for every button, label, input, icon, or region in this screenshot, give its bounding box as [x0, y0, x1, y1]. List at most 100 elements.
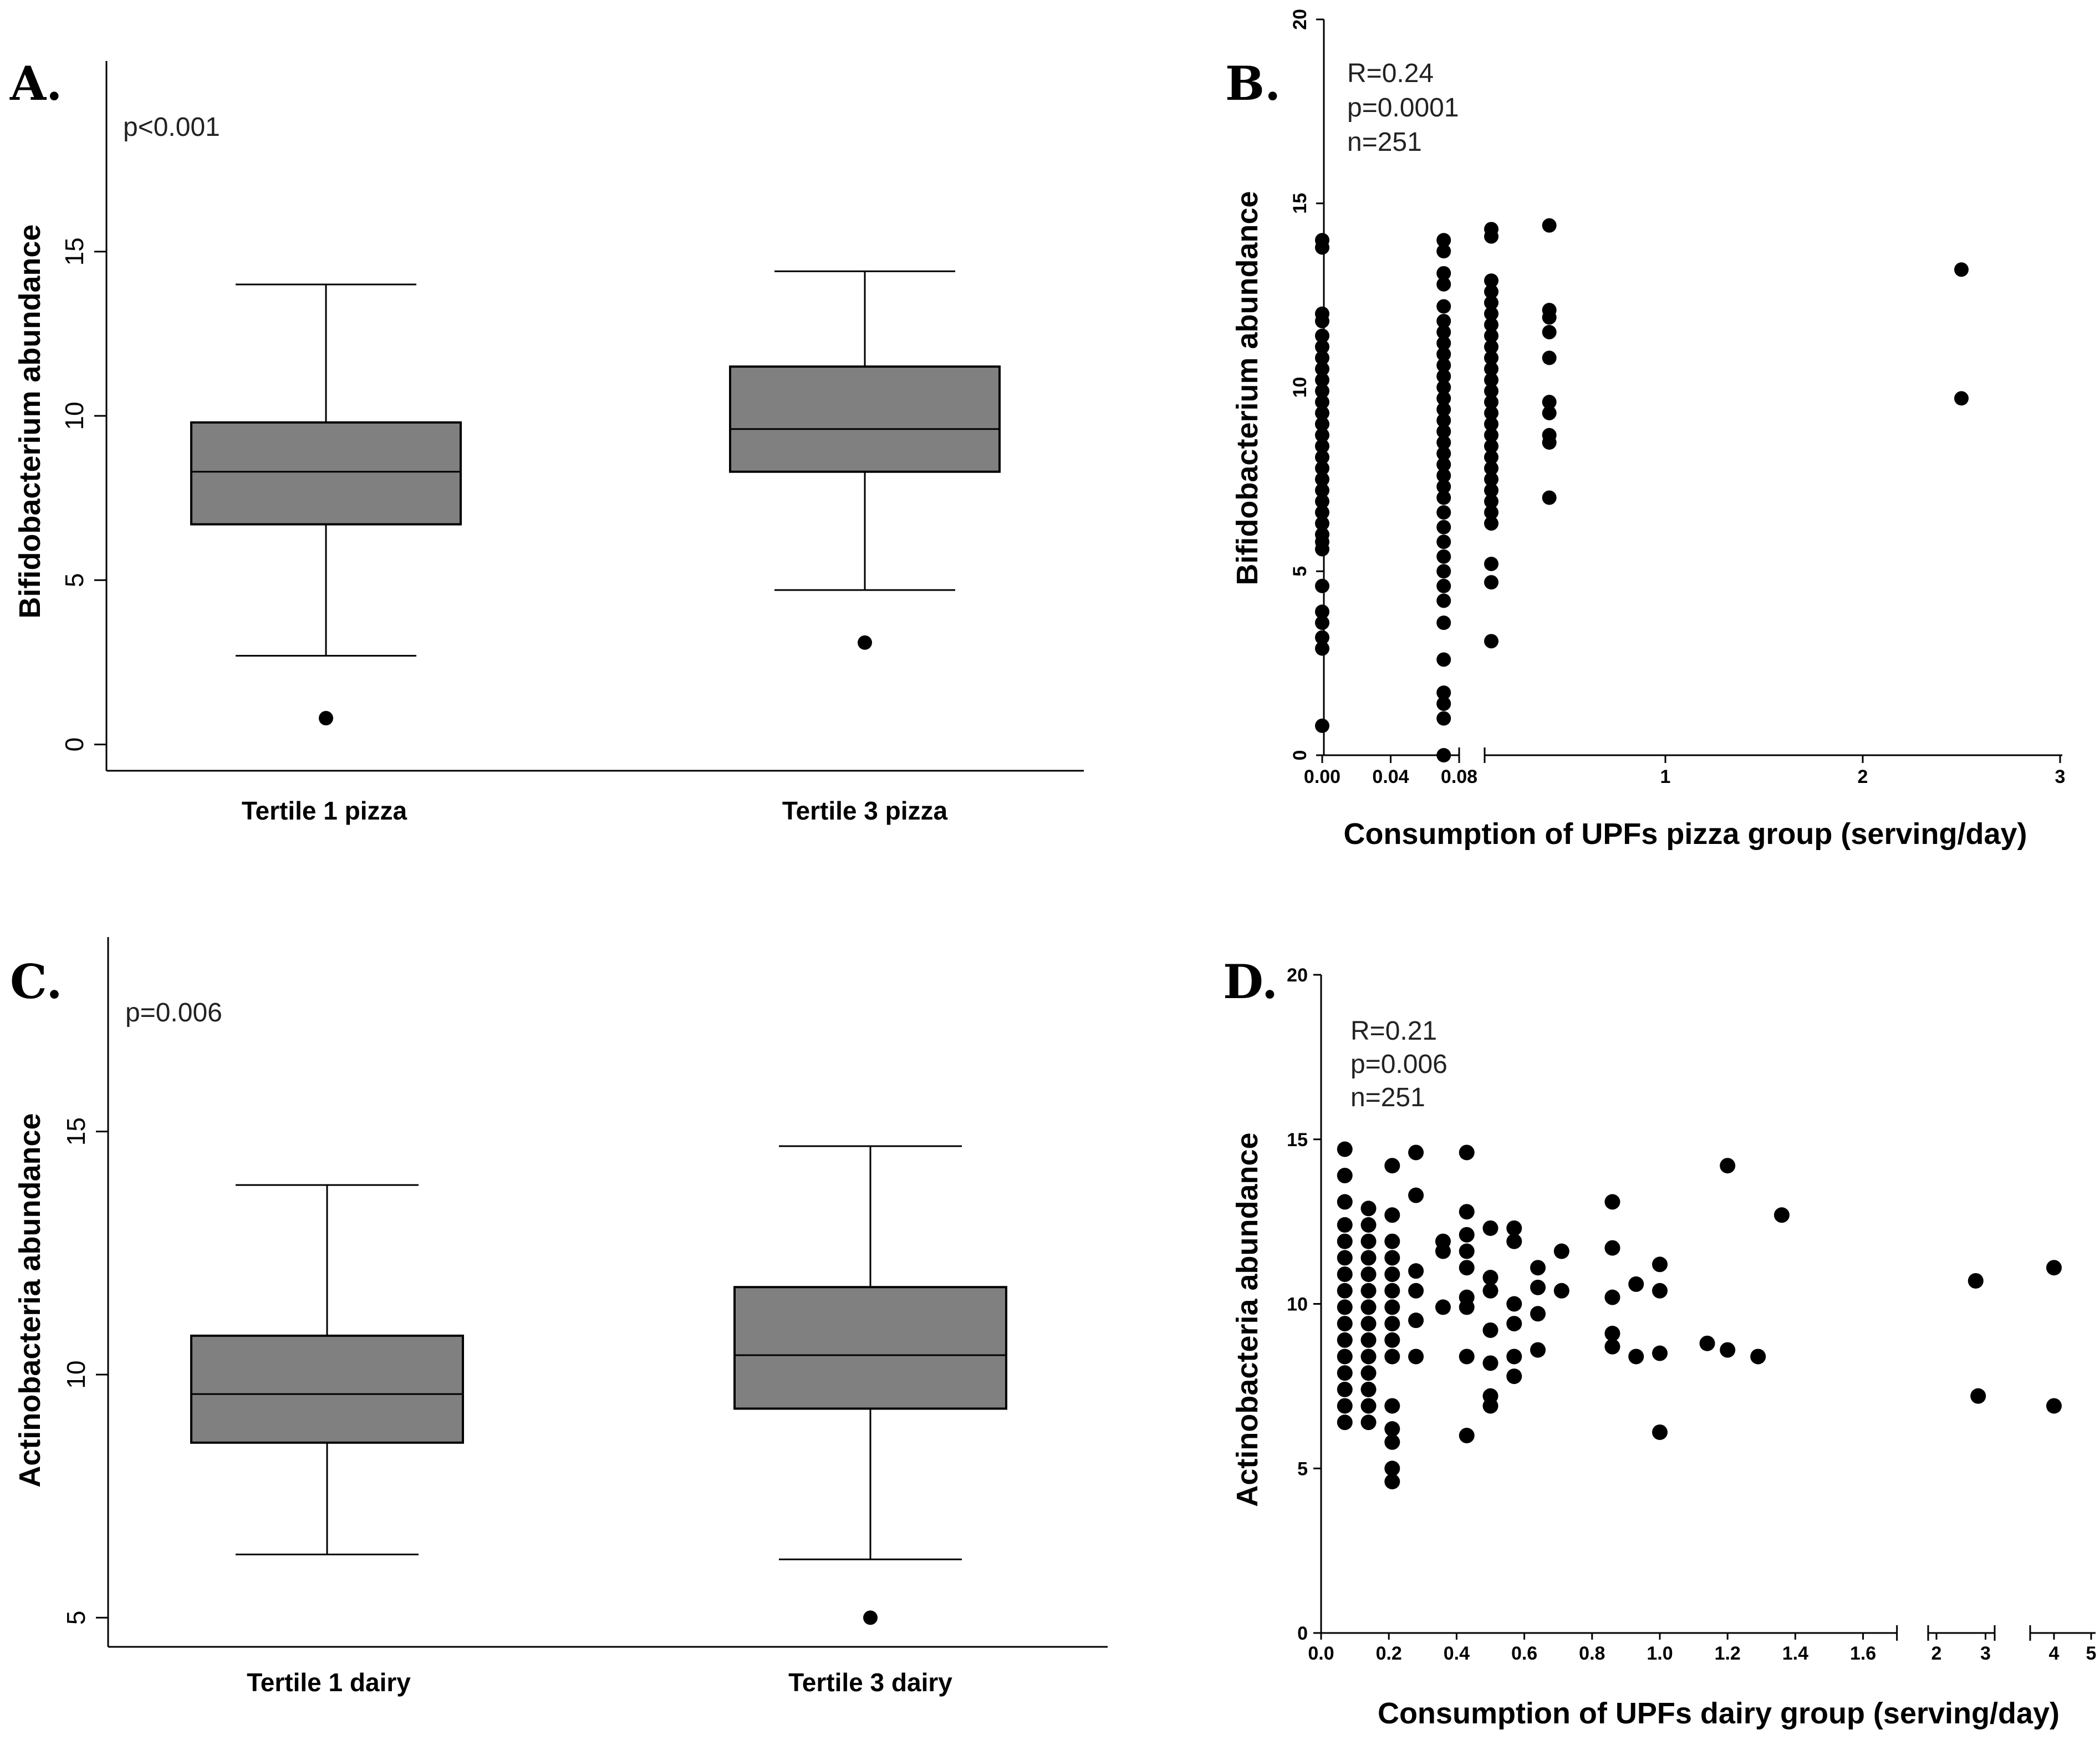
panel-d-x-tick-label: 2 [1931, 1643, 1942, 1664]
panel-a-y-tick-label: 5 [60, 573, 89, 587]
panel-a-y-tick-label: 0 [60, 737, 89, 752]
panel-d-point [1435, 1243, 1451, 1259]
panel-d-point [1482, 1283, 1498, 1299]
panel-b-point [1315, 718, 1329, 733]
panel-b-point [1436, 314, 1451, 329]
panel-c-y-tick-label: 10 [62, 1360, 90, 1388]
panel-b-letter: B. [1225, 56, 1281, 111]
panel-d-point [1408, 1144, 1424, 1161]
panel-b-point [1315, 641, 1329, 656]
panel-b-x-tick-label: 0.08 [1441, 766, 1477, 787]
panel-b-point [1436, 564, 1451, 579]
panel-d-letter: D. [1223, 954, 1278, 1009]
panel-b-r-value: R=0.24 [1347, 59, 1434, 88]
panel-d-point [1482, 1355, 1498, 1371]
panel-b-point [1484, 339, 1498, 354]
panel-c-box [190, 1334, 464, 1444]
panel-d-point [1435, 1299, 1451, 1315]
panel-b-point [1315, 395, 1329, 410]
panel-b-point [1484, 373, 1498, 388]
panel-d-point [1699, 1335, 1715, 1351]
panel-d-x-tick-label: 4 [2049, 1643, 2060, 1664]
panel-d-point [1360, 1283, 1377, 1299]
panel-a-outlier [858, 635, 872, 650]
panel-d-point [1337, 1168, 1353, 1184]
panel-d-n-value: n=251 [1350, 1083, 1425, 1112]
panel-c-letter: C. [10, 954, 63, 1009]
panel-d-point [1337, 1349, 1353, 1365]
panel-d-point [1360, 1233, 1377, 1249]
panel-d-r-value: R=0.21 [1350, 1016, 1437, 1046]
panel-b-y-tick-label: 0 [1289, 750, 1311, 761]
panel-d-point [1384, 1332, 1400, 1348]
panel-d-point [1459, 1144, 1475, 1161]
panel-b-point [1436, 490, 1451, 505]
panel-a-y-axis-label: Bifidobacterium abundance [13, 224, 47, 618]
panel-b-point [1315, 439, 1329, 454]
panel-d-point [1360, 1217, 1377, 1233]
panel-b-point [1436, 402, 1451, 417]
panel-d-point [1337, 1217, 1353, 1233]
panel-d-point [1360, 1299, 1377, 1315]
panel-b-point [1484, 362, 1498, 377]
panel-b-point [1436, 711, 1451, 726]
panel-d-point [1408, 1312, 1424, 1329]
panel-b-point [1315, 306, 1329, 321]
panel-d-plot: 0 5 10 15 20 0.0 0.2 0.4 0.6 0.8 1.0 1.2 1.4 1.6 2 3 4 5 [1287, 965, 2096, 1664]
panel-b-point [1436, 685, 1451, 700]
panel-d-point [1360, 1415, 1377, 1431]
panel-d-point [1506, 1368, 1522, 1385]
panel-d-point [1384, 1349, 1400, 1365]
panel-d-y-tick-label: 10 [1287, 1294, 1308, 1315]
panel-b-point [1484, 284, 1498, 299]
panel-b-p-value: p=0.0001 [1347, 93, 1459, 123]
panel-b-point [1484, 328, 1498, 343]
panel-d-point [1652, 1345, 1668, 1361]
panel-b-point [1436, 391, 1451, 406]
panel-d-point [1482, 1322, 1498, 1338]
panel-d-y-tick-label: 5 [1297, 1458, 1308, 1479]
panel-d-y-tick-label: 0 [1297, 1623, 1308, 1644]
panel-b-point [1436, 520, 1451, 535]
panel-d-point [1530, 1342, 1546, 1358]
panel-d-point [1360, 1316, 1377, 1332]
panel-b-point [1436, 324, 1451, 339]
panel-b-plot: 0 5 10 15 20 0.00 0.04 0.08 1 2 3 [1289, 9, 2065, 787]
panel-b-point [1436, 578, 1451, 593]
panel-b-point [1484, 575, 1498, 590]
panel-b-point [1436, 277, 1451, 292]
panel-d-y-axis-label: Actinobacteria abundance [1231, 1132, 1264, 1507]
panel-d-point [1360, 1349, 1377, 1365]
panel-d-point [1408, 1187, 1424, 1203]
panel-d-point [1384, 1266, 1400, 1283]
panel-b-x-tick-label: 3 [2055, 766, 2066, 787]
panel-b-y-tick-label: 5 [1289, 566, 1311, 577]
panel-a-y-tick-label: 15 [60, 237, 89, 266]
panel-b-point [1436, 347, 1451, 362]
panel-c-y-axis-label: Actinobacteria abundance [13, 1113, 47, 1487]
panel-b-x-tick-label: 2 [1858, 766, 1868, 787]
panel-d-point [1553, 1243, 1569, 1259]
panel-b-y-tick-label: 15 [1289, 193, 1311, 214]
panel-d-point [1337, 1194, 1353, 1210]
panel-d-point [1459, 1427, 1475, 1443]
panel-b-point [1484, 439, 1498, 454]
panel-b-point [1436, 479, 1451, 494]
panel-b-point [1436, 468, 1451, 483]
panel-b-point [1436, 652, 1451, 667]
panel-b-point [1436, 435, 1451, 450]
panel-b-point [1315, 450, 1329, 465]
panel-d-x-tick-label: 1.2 [1715, 1643, 1741, 1664]
panel-b-point [1315, 405, 1329, 420]
panel-d-point [1337, 1415, 1353, 1431]
panel-b-point [1315, 527, 1329, 542]
panel-d-point [1482, 1270, 1498, 1286]
panel-b: B. R=0.24 p=0.0001 n=251 Bifidobacterium… [1225, 9, 2065, 851]
panel-b-point [1436, 233, 1451, 248]
panel-d-point [1604, 1240, 1620, 1256]
panel-d-point [1360, 1332, 1377, 1348]
panel-b-point [1315, 416, 1329, 431]
panel-a-box [190, 421, 462, 526]
panel-b-point [1315, 328, 1329, 343]
